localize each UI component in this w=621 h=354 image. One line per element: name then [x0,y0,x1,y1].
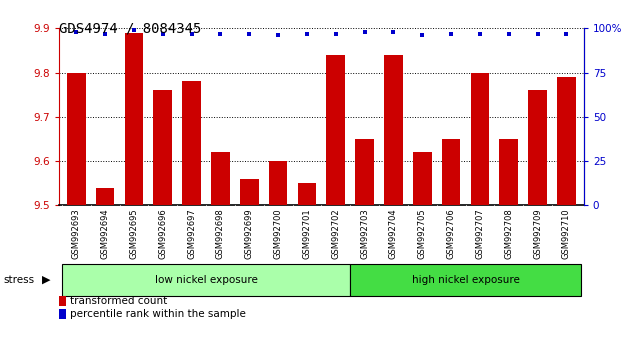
Point [302,31,312,36]
Text: GSM992695: GSM992695 [129,208,138,259]
Point [273,33,283,38]
Text: GSM992705: GSM992705 [418,208,427,259]
Point [389,29,399,35]
Bar [62,264,350,296]
Bar [442,139,461,205]
Text: GSM992700: GSM992700 [274,208,283,259]
Bar [153,90,172,205]
Bar [471,73,489,205]
Bar [350,264,581,296]
Bar [240,179,259,205]
Point [244,31,254,36]
Point [360,29,369,35]
Text: GSM992699: GSM992699 [245,208,254,259]
Bar [297,183,316,205]
Text: GSM992702: GSM992702 [331,208,340,259]
Point [533,31,543,36]
Text: GSM992703: GSM992703 [360,208,369,259]
Text: GSM992701: GSM992701 [302,208,312,259]
Point [504,31,514,36]
Bar [269,161,288,205]
Text: low nickel exposure: low nickel exposure [155,275,258,285]
Point [475,31,485,36]
Text: GSM992698: GSM992698 [216,208,225,259]
Bar [327,55,345,205]
Point [561,31,571,36]
Bar [384,55,403,205]
Bar [499,139,518,205]
Text: GSM992709: GSM992709 [533,208,542,259]
Text: transformed count: transformed count [70,296,168,306]
Bar [67,73,86,205]
Text: GSM992704: GSM992704 [389,208,398,259]
Bar [182,81,201,205]
Bar [125,33,143,205]
Text: GSM992708: GSM992708 [504,208,514,259]
Text: stress: stress [3,275,34,285]
Text: GSM992693: GSM992693 [72,208,81,259]
Text: GDS4974 / 8084345: GDS4974 / 8084345 [59,21,201,35]
Bar [96,188,114,205]
Point [100,31,110,36]
Point [417,33,427,38]
Text: GSM992707: GSM992707 [476,208,484,259]
Text: GSM992696: GSM992696 [158,208,167,259]
Bar [413,152,432,205]
Text: percentile rank within the sample: percentile rank within the sample [70,309,246,319]
Point [215,31,225,36]
Text: GSM992706: GSM992706 [446,208,456,259]
Point [446,31,456,36]
Bar [211,152,230,205]
Text: GSM992697: GSM992697 [187,208,196,259]
Bar [528,90,547,205]
Point [331,31,341,36]
Text: ▶: ▶ [42,275,51,285]
Point [187,31,197,36]
Text: high nickel exposure: high nickel exposure [412,275,519,285]
Text: GSM992694: GSM992694 [101,208,110,259]
Text: GSM992710: GSM992710 [562,208,571,259]
Point [129,27,139,33]
Point [71,29,81,35]
Bar [355,139,374,205]
Bar [557,77,576,205]
Point [158,31,168,36]
